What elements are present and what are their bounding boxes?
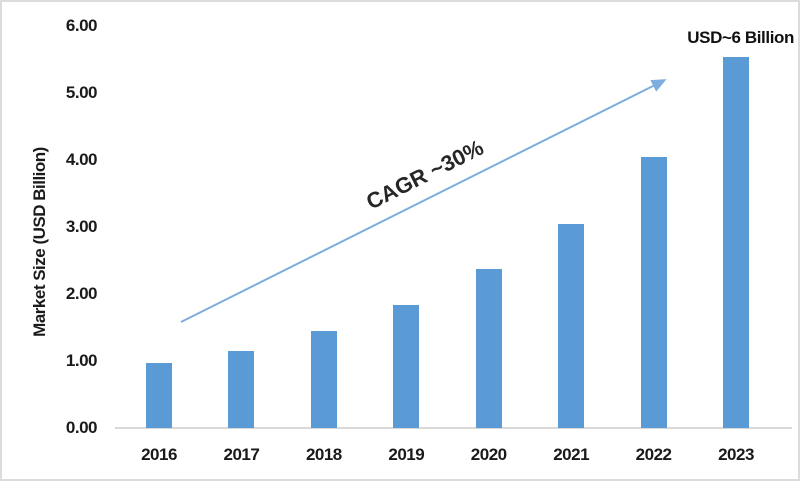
bar-2020 (475, 269, 502, 428)
x-tick-label-2020: 2020 (470, 445, 507, 464)
x-tick-label-2018: 2018 (305, 445, 342, 464)
y-tick-label: 6.00 (65, 16, 98, 35)
bar-2021 (558, 223, 585, 428)
y-tick-label: 3.00 (65, 217, 98, 236)
x-tick-label-2021: 2021 (553, 445, 590, 464)
y-tick-label: 2.00 (65, 284, 98, 303)
target-value-label: USD~6 Billion (687, 28, 794, 47)
bar-2016 (146, 363, 172, 428)
y-tick-label: 5.00 (65, 83, 98, 102)
cagr-annotation: CAGR ~30% (362, 134, 488, 215)
bar-2022 (640, 156, 667, 428)
y-axis-title: Market Size (USD Billion) (30, 147, 49, 337)
y-tick-label: 4.00 (65, 150, 98, 169)
x-tick-label-2022: 2022 (635, 445, 672, 464)
bar-2017 (228, 350, 255, 428)
x-tick-label-2016: 2016 (141, 445, 177, 464)
bar-2019 (393, 305, 420, 428)
x-tick-label-2017: 2017 (223, 445, 260, 464)
y-tick-label: 1.00 (65, 351, 98, 370)
x-tick-label-2023: 2023 (718, 445, 754, 464)
bar-2023 (723, 57, 749, 428)
y-tick-label: 0.00 (65, 418, 98, 437)
x-tick-label-2019: 2019 (388, 445, 425, 464)
x-axis-line (115, 427, 792, 429)
bar-2018 (310, 330, 337, 428)
